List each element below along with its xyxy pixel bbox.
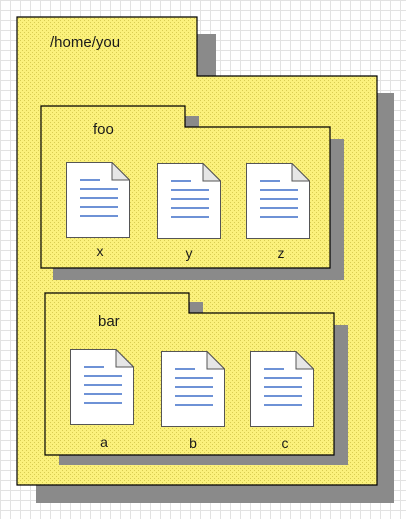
file-label-c: c xyxy=(281,435,289,451)
root-folder-label: /home/you xyxy=(50,34,121,51)
bar-folder-label: bar xyxy=(98,313,120,330)
foo-folder-label: foo xyxy=(93,121,114,138)
file-label-x: x xyxy=(96,243,104,259)
document-icon[interactable] xyxy=(66,162,130,238)
file-label-y: y xyxy=(185,245,193,261)
document-icon[interactable] xyxy=(250,351,314,427)
file-label-b: b xyxy=(189,435,197,451)
document-icon[interactable] xyxy=(246,163,310,239)
document-icon[interactable] xyxy=(70,349,134,425)
document-icon[interactable] xyxy=(157,163,221,239)
file-label-z: z xyxy=(277,245,285,261)
document-icon[interactable] xyxy=(161,351,225,427)
file-label-a: a xyxy=(100,434,108,450)
